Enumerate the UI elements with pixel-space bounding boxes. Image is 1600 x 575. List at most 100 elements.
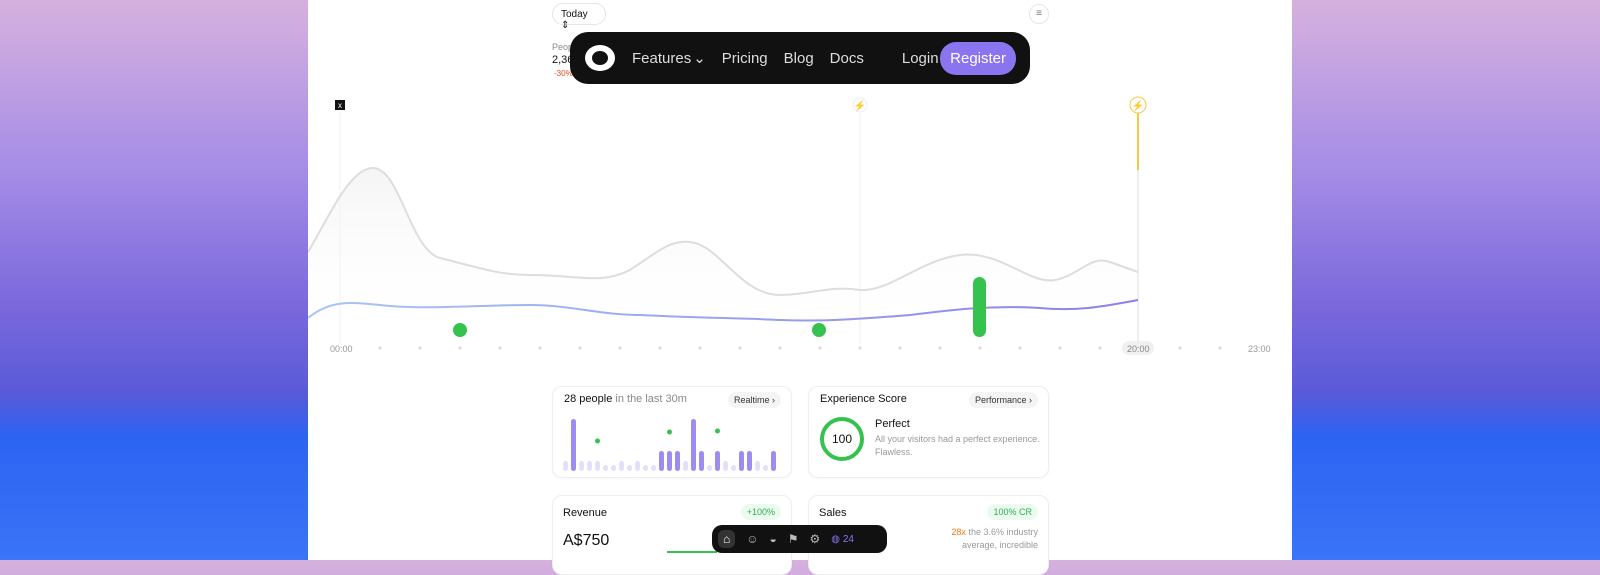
dock-globe[interactable]: ◍ 24 <box>831 533 854 545</box>
timeline-dot <box>458 346 462 350</box>
dock-icon[interactable]: ⚙ <box>809 532 821 546</box>
live-bar <box>619 461 624 471</box>
timeline-dot <box>578 346 582 350</box>
register-button[interactable]: Register <box>940 41 1016 75</box>
timeline-dot <box>858 346 862 350</box>
timeline-dot <box>898 346 902 350</box>
timeline-dot <box>418 346 422 350</box>
live-bar <box>659 451 664 471</box>
timeline-dot <box>1018 346 1022 350</box>
live-bar <box>739 451 744 471</box>
live-bar <box>667 451 672 471</box>
live-bar <box>691 419 696 471</box>
nav-link[interactable]: Features <box>632 49 692 67</box>
score: 100 <box>831 432 853 446</box>
performance-label: Performance <box>974 395 1027 405</box>
live-bar <box>563 461 568 471</box>
timeline-dot <box>1058 346 1062 350</box>
nav-link[interactable]: Docs <box>829 49 864 67</box>
revenue-badge: +100% <box>740 504 781 520</box>
logo[interactable] <box>584 44 616 72</box>
live-dot <box>667 429 672 435</box>
svg-text:⚡: ⚡ <box>854 99 866 112</box>
range-select[interactable]: Today ⇕ <box>552 3 606 31</box>
timeline-dot <box>698 346 702 350</box>
live-bar <box>587 461 592 471</box>
dock-icon[interactable]: ⚑ <box>787 532 799 546</box>
live-bar <box>635 461 640 471</box>
sales-description: the 3.6% industry average, incredible <box>961 527 1038 550</box>
timeline-dot <box>938 346 942 350</box>
menu-button[interactable]: ≡ <box>1029 4 1049 24</box>
svg-text:x: x <box>338 101 342 110</box>
live-bar <box>627 465 632 471</box>
summary-change: -30% <box>554 69 573 78</box>
timeline-dot <box>498 346 502 350</box>
timeline-dot <box>818 346 822 350</box>
performance-button[interactable]: Performance › <box>968 392 1038 408</box>
live-bar <box>579 461 584 471</box>
timeline-dot <box>978 346 982 350</box>
timeline-dot <box>1218 346 1222 350</box>
sales-multiplier: 28x <box>951 527 966 537</box>
dock-icon[interactable]: ⌂ <box>718 530 736 548</box>
live-bar <box>675 451 680 471</box>
live-bar <box>571 419 576 471</box>
live-bar <box>755 461 760 471</box>
live-count: 28 people <box>564 393 613 405</box>
live-bar <box>683 461 688 471</box>
sales-title: Sales <box>819 507 847 519</box>
live-suffix: in the last 30m <box>615 393 687 405</box>
revenue-amount: A$750 <box>563 532 610 549</box>
timeline-dot <box>378 346 382 350</box>
nav-link[interactable]: Blog <box>783 49 814 67</box>
login-link[interactable]: Login <box>901 49 939 67</box>
timeline-dot <box>738 346 742 350</box>
live-dot <box>715 428 720 434</box>
dock-icon[interactable]: ☺ <box>746 532 759 546</box>
experience-description: All your visitors had a perfect experien… <box>875 434 1040 457</box>
live-bars <box>563 419 776 471</box>
sales-note: 28x the 3.6% industry average, incredibl… <box>928 526 1038 552</box>
time-label: 20:00 <box>1127 344 1150 354</box>
timeline-dot <box>618 346 622 350</box>
nav-link[interactable]: Pricing <box>721 49 768 67</box>
time-label: 23:00 <box>1248 344 1271 354</box>
timeline-dot <box>1098 346 1102 350</box>
revenue-title: Revenue <box>563 507 608 519</box>
live-bar <box>715 451 720 471</box>
experience-card: Experience Score Performance › 100 Perfe… <box>808 386 1049 478</box>
dropdown-caret: ⌄ <box>693 50 706 67</box>
navbar: Features ⌄ Pricing Blog Docs Login Regist… <box>570 32 1030 84</box>
live-card: 28 people in the last 30m Realtime › <box>552 386 792 478</box>
timeline-dot <box>658 346 662 350</box>
svg-text:⚡: ⚡ <box>1132 99 1144 112</box>
dock-badge: 24 <box>842 533 854 545</box>
dock-icon[interactable]: ◒ <box>769 532 777 546</box>
live-bar <box>611 465 616 471</box>
realtime-button[interactable]: Realtime › <box>727 392 781 408</box>
live-bar <box>723 461 728 471</box>
live-bar <box>651 465 656 471</box>
live-bar <box>699 451 704 471</box>
experience-title: Experience Score <box>820 393 907 405</box>
dock: ⌂ ☺ ◒ ⚑ ⚙ ◍ 24 <box>712 525 887 553</box>
live-bar <box>747 451 752 471</box>
live-bar <box>707 465 712 471</box>
timeline-dot <box>538 346 542 350</box>
range-label: Today <box>561 9 588 20</box>
revenue-sparkline <box>667 551 717 553</box>
verdict: Perfect <box>875 418 910 430</box>
live-bar <box>643 465 648 471</box>
live-dot <box>595 438 600 444</box>
time-label: 00:00 <box>330 344 353 354</box>
summary-label: People <box>552 42 581 52</box>
timeline-dot <box>1178 346 1182 350</box>
live-bar <box>763 465 768 471</box>
score-ring: 100 <box>820 417 864 461</box>
realtime-label: Realtime <box>733 395 770 405</box>
live-bar <box>603 465 608 471</box>
summary-value: 2,36 <box>552 54 574 66</box>
